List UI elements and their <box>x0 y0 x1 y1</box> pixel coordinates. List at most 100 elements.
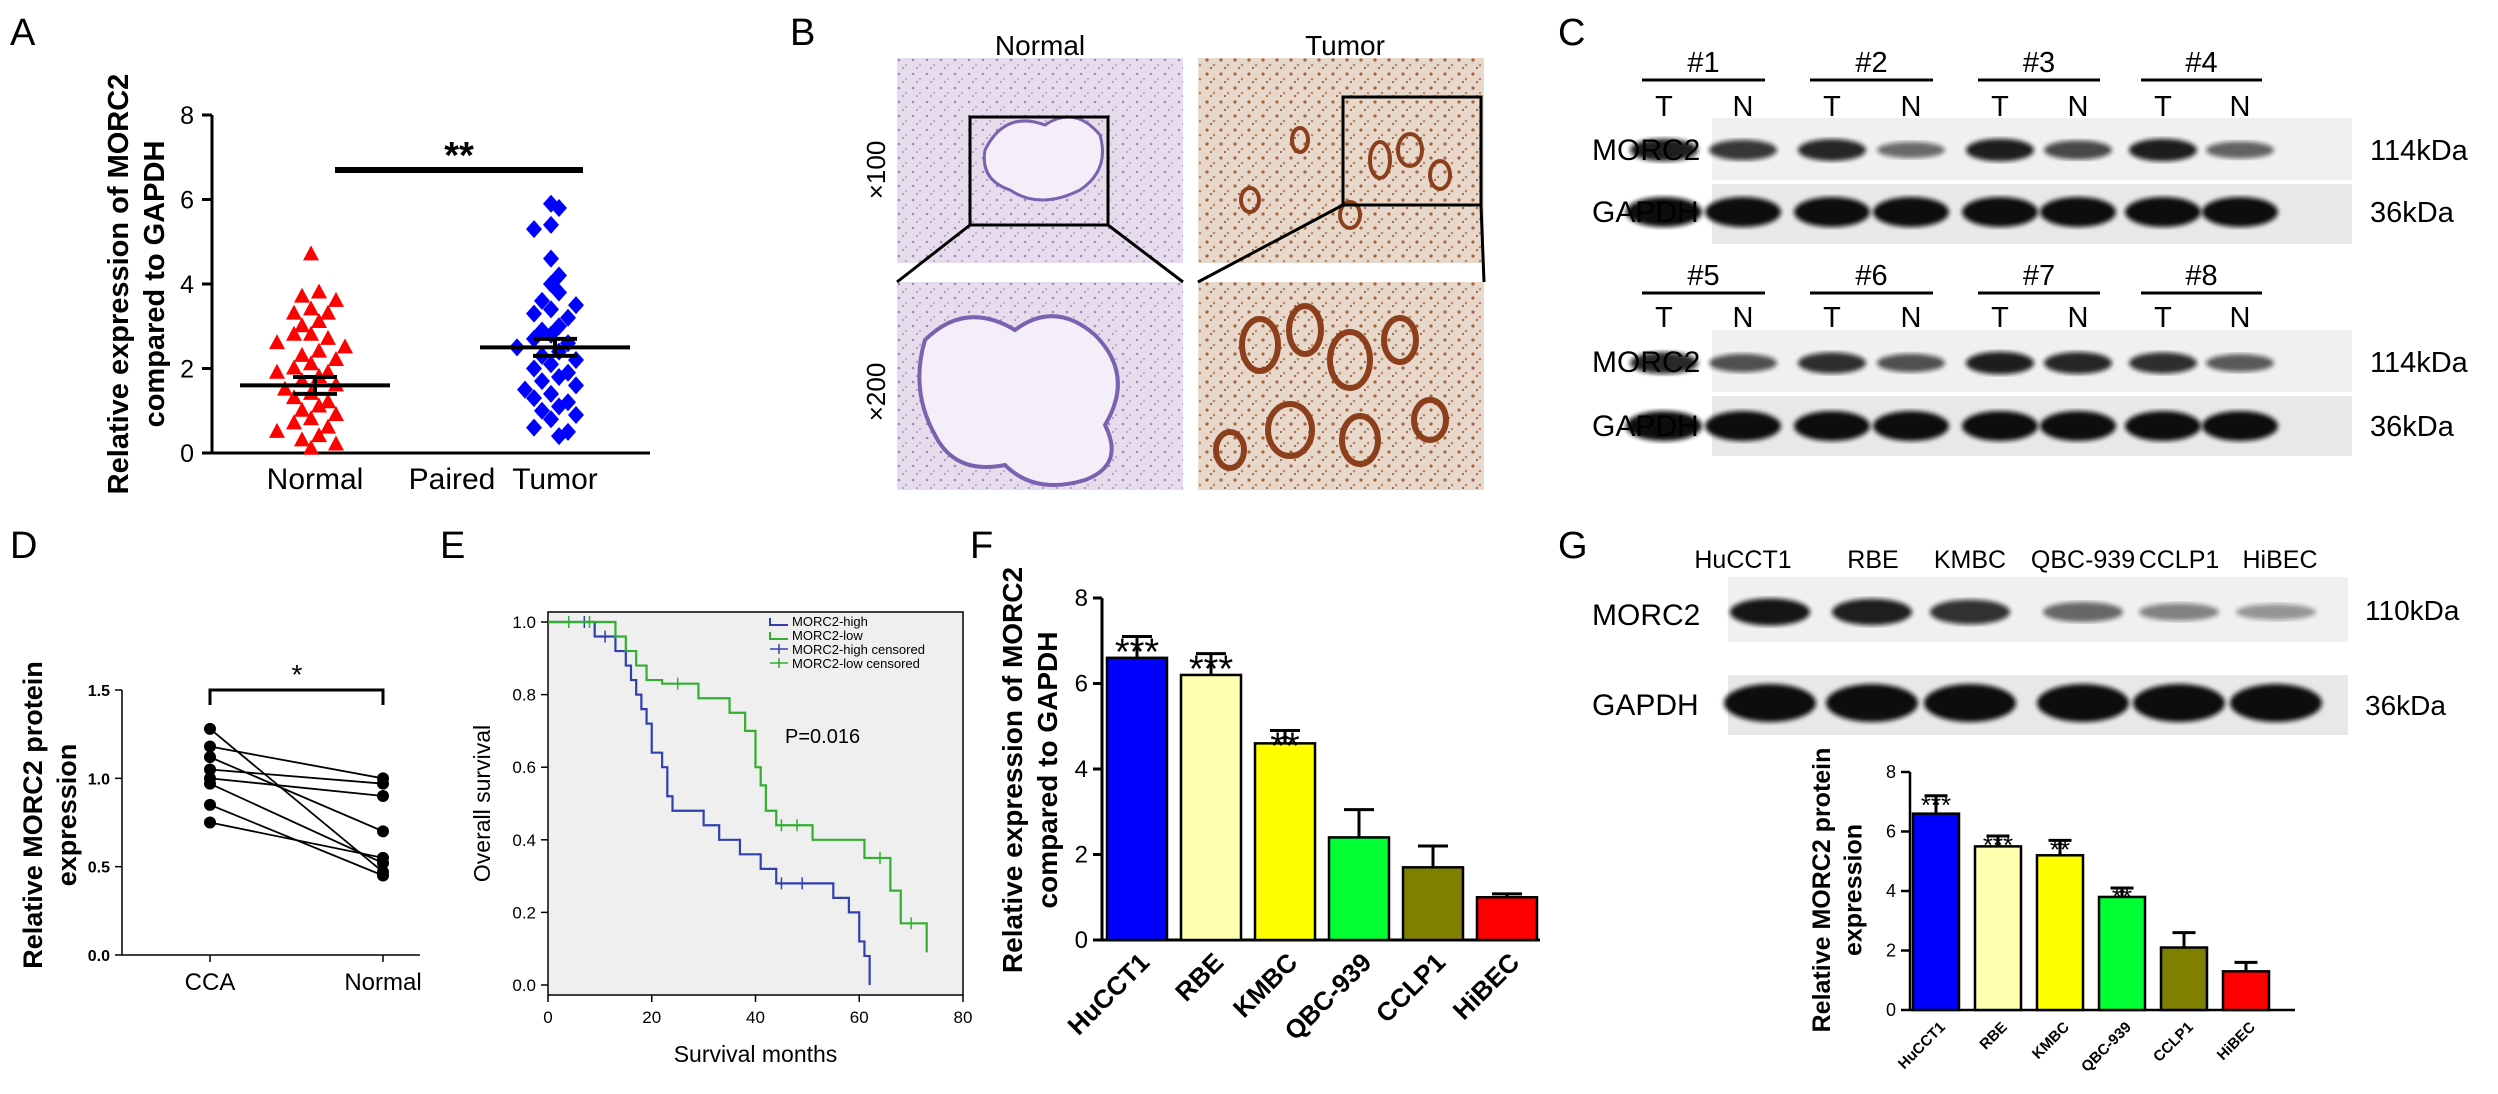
sample-group-label: #2 <box>1855 47 1887 79</box>
pair-point <box>204 751 216 764</box>
row-label-morc2: MORC2 <box>1592 346 1700 379</box>
x-category-label: HuCCT1 <box>1062 947 1156 1041</box>
pair-point <box>204 816 216 829</box>
lane-label-n: N <box>1901 91 1922 123</box>
x-axis-label: Survival months <box>674 1041 838 1067</box>
significance-label: *** <box>1983 830 2013 860</box>
lane-label-n: N <box>2068 91 2089 123</box>
x-tick-label: 20 <box>642 1008 661 1027</box>
data-point <box>320 329 336 345</box>
panel-letter-c: C <box>1558 12 1585 54</box>
gapdh-band <box>1924 684 2016 722</box>
tumor-glands-100x <box>1239 126 1452 230</box>
lane-label-n: N <box>2230 302 2251 334</box>
morc2-band <box>1966 138 2034 162</box>
gapdh-band <box>2125 197 2201 227</box>
data-point <box>303 245 319 261</box>
y-tick-label: 0.8 <box>512 686 536 705</box>
data-point <box>303 439 319 455</box>
data-point <box>551 198 567 217</box>
x-center-label: Paired <box>409 463 496 496</box>
y-tick-label: 6 <box>1886 822 1896 842</box>
panel-b-histology: Normal Tumor ×100 ×200 <box>861 30 1486 490</box>
row-label-gapdh: GAPDH <box>1592 410 1699 443</box>
zoom-line-normal-right <box>1107 223 1184 284</box>
plot-area <box>547 611 964 996</box>
data-point <box>551 427 567 446</box>
morc2-band <box>1630 352 1698 374</box>
significance-label: *** <box>1115 631 1160 673</box>
x-category-label: RBE <box>1169 947 1229 1007</box>
data-point <box>294 431 310 447</box>
y-tick-label: 6 <box>180 187 194 215</box>
y-tick-label: 0.6 <box>512 758 536 777</box>
x-category-label: CCA <box>185 969 236 996</box>
panel-letter-g: G <box>1558 525 1588 567</box>
survival-step-line <box>548 620 928 953</box>
gapdh-band <box>1962 411 2038 441</box>
y-tick-label: 2 <box>1075 842 1088 869</box>
gapdh-band <box>2202 197 2278 227</box>
x-category-label: Normal <box>267 463 364 496</box>
x-category-label: HuCCT1 <box>1895 1019 1949 1073</box>
lane-label-t: T <box>2154 91 2172 123</box>
morc2-band <box>2236 604 2316 620</box>
pair-point <box>204 798 216 811</box>
sample-group-label: #1 <box>1687 47 1719 79</box>
lane-label-n: N <box>1733 302 1754 334</box>
morc2-band <box>1798 352 1866 374</box>
significance-label: ** <box>1270 726 1300 768</box>
morc2-band <box>2129 138 2197 162</box>
gapdh-band <box>1826 684 1918 722</box>
data-point <box>568 376 584 395</box>
data-point <box>534 291 550 310</box>
bar <box>1179 673 1243 942</box>
bar <box>1253 742 1317 942</box>
significance-label: ** <box>2050 834 2070 864</box>
panel-letter-d: D <box>10 525 37 567</box>
pair-line <box>209 821 384 859</box>
sample-group-label: #6 <box>1855 260 1887 292</box>
data-point <box>303 410 319 426</box>
histology-col-label-tumor: Tumor <box>1305 30 1385 61</box>
data-point <box>269 334 285 350</box>
data-point <box>543 384 559 403</box>
lane-label-t: T <box>1655 302 1673 334</box>
lane-label-n: N <box>1901 302 1922 334</box>
significance-label: *** <box>1921 790 1951 820</box>
sample-group-label: #5 <box>1687 260 1719 292</box>
gapdh-band <box>2037 684 2129 722</box>
y-axis-label: Relative expression of MORC2 compared to … <box>997 567 1063 973</box>
morc2-band <box>1709 353 1777 373</box>
bar <box>1973 845 2023 1012</box>
bar <box>2097 895 2147 1012</box>
data-point <box>294 317 310 333</box>
x-category-label: RBE <box>1976 1019 2010 1053</box>
gapdh-band <box>1705 411 1781 441</box>
morc2-band <box>1877 353 1945 373</box>
gapdh-band <box>1794 197 1870 227</box>
legend-label: MORC2-low <box>792 628 863 643</box>
x-category-label: HiBEC <box>2214 1019 2259 1064</box>
panel-e-survival-curve: 0.0 0.2 0.4 0.6 0.8 1.0 0 20 40 60 80 Survival mont… <box>469 611 972 1067</box>
morc2-band <box>1877 141 1945 159</box>
data-point <box>294 401 310 417</box>
y-tick-label: 0.0 <box>88 948 110 965</box>
y-tick-label: 0 <box>1886 1000 1896 1020</box>
data-point <box>311 397 327 413</box>
data-point <box>526 220 542 239</box>
morc2-band <box>1730 598 1810 626</box>
lane-label-t: T <box>1823 91 1841 123</box>
morc2-band <box>2206 141 2274 159</box>
y-tick-label: 4 <box>1075 756 1088 783</box>
pair-point <box>377 851 389 864</box>
data-point <box>517 380 533 399</box>
data-point <box>543 300 559 319</box>
panel-g-blot-and-bars: HuCCT1 RBE KMBC QBC-939 CCLP1 HiBECMORC2GAPDH… <box>1592 546 2460 1076</box>
size-label-gapdh: 36kDa <box>2370 411 2455 443</box>
size-label-gapdh: 36kDa <box>2370 197 2455 229</box>
morc2-band <box>2206 354 2274 372</box>
data-point <box>294 287 310 303</box>
y-axis-label: Relative expression of MORC2 compared to … <box>103 74 171 495</box>
data-point <box>320 393 336 409</box>
